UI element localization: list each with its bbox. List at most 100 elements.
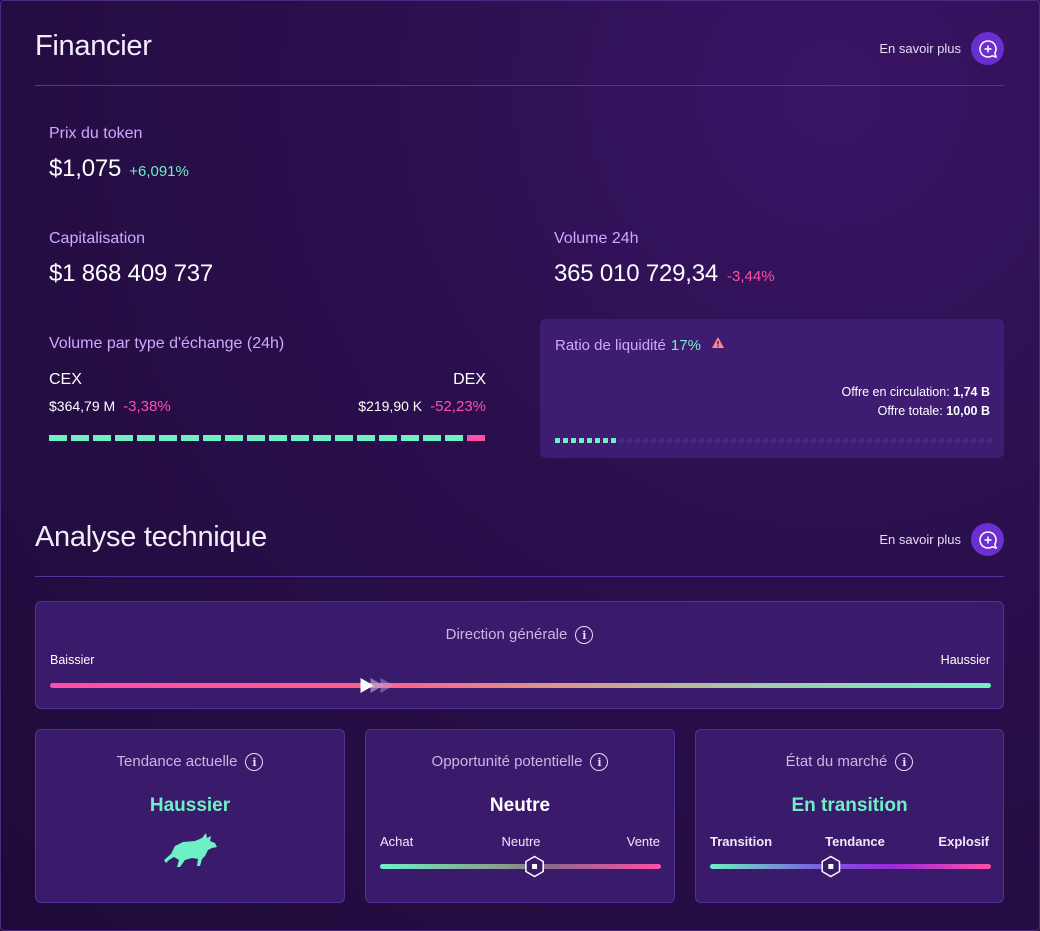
direction-label: Direction générale [445, 626, 568, 643]
cex-segment [313, 435, 331, 441]
financial-title: Financier [35, 30, 152, 62]
cex-change: -3,38% [123, 398, 171, 415]
liquidity-dot-empty [707, 438, 712, 443]
liquidity-dot-empty [691, 438, 696, 443]
direction-arrow-marker [370, 678, 384, 693]
dex-name: DEX [453, 371, 486, 388]
trend-value: Haussier [149, 795, 231, 816]
liquidity-dot-empty [819, 438, 824, 443]
market-state-value: En transition [791, 795, 908, 816]
cex-segment [291, 435, 309, 441]
cex-dex-share-bar [49, 435, 485, 441]
liquidity-dot-empty [875, 438, 880, 443]
liquidity-dot-empty [939, 438, 944, 443]
token-price-row: $1,075 +6,091% [49, 155, 189, 183]
liquidity-dot-filled [611, 438, 616, 443]
liquidity-card: Ratio de liquidité 17% Offre en circulat… [540, 319, 1004, 458]
trend-card: Tendance actuelle i Haussier [35, 729, 345, 903]
direction-title: Direction générale i [36, 626, 1003, 645]
opportunity-label: Opportunité potentielle [431, 753, 583, 770]
liquidity-dot-empty [667, 438, 672, 443]
market-state-title: État du marché i [696, 753, 1003, 772]
dex-change: -52,23% [430, 398, 486, 415]
opportunity-card: Opportunité potentielle i Neutre Achat Ne… [365, 729, 675, 903]
volume-24h-row: 365 010 729,34 -3,44% [554, 260, 775, 288]
liquidity-dot-empty [955, 438, 960, 443]
liquidity-dot-empty [867, 438, 872, 443]
technical-learn-more-button[interactable]: En savoir plus [879, 523, 1004, 556]
total-label: Offre totale: [877, 404, 943, 418]
warning-icon [711, 336, 725, 354]
gauge-handle-dot [532, 864, 538, 869]
info-icon[interactable]: i [575, 626, 594, 645]
dex-segment [467, 435, 485, 441]
opportunity-value: Neutre [489, 795, 551, 816]
liquidity-dot-filled [603, 438, 608, 443]
liquidity-dot-empty [843, 438, 848, 443]
liquidity-dot-empty [739, 438, 744, 443]
cex-segment [423, 435, 441, 441]
cex-segment [49, 435, 67, 441]
opportunity-middle-label: Neutre [501, 834, 541, 849]
liquidity-dot-empty [627, 438, 632, 443]
learn-more-label: En savoir plus [879, 532, 961, 547]
circulating-value: 1,74 B [953, 385, 990, 399]
cex-segment [115, 435, 133, 441]
liquidity-dot-filled [595, 438, 600, 443]
volume-24h-value: 365 010 729,34 [554, 260, 719, 287]
liquidity-dot-empty [731, 438, 736, 443]
market-state-left-label: Transition [710, 834, 773, 849]
opportunity-title: Opportunité potentielle i [366, 753, 674, 772]
chat-plus-icon [971, 32, 1004, 65]
market-state-label: État du marché [785, 753, 888, 770]
cex-segment [247, 435, 265, 441]
cex-segment [379, 435, 397, 441]
liquidity-dot-empty [675, 438, 680, 443]
financial-learn-more-button[interactable]: En savoir plus [879, 32, 1004, 65]
cex-value: $364,79 M [49, 398, 116, 414]
liquidity-dot-empty [907, 438, 912, 443]
liquidity-dot-filled [571, 438, 576, 443]
gauge-handle-dot [828, 864, 834, 869]
liquidity-dot-bar [555, 438, 992, 443]
dex-value: $219,90 K [358, 398, 423, 414]
cex-segment [203, 435, 221, 441]
liquidity-dot-empty [827, 438, 832, 443]
liquidity-dot-empty [891, 438, 896, 443]
cex-segment [225, 435, 243, 441]
liquidity-dot-empty [683, 438, 688, 443]
info-icon[interactable]: i [895, 753, 914, 772]
bull-icon [161, 830, 219, 875]
liquidity-dot-empty [643, 438, 648, 443]
dex-row: $219,90 K -52,23% [358, 398, 486, 415]
market-state-middle-label: Tendance [825, 834, 885, 849]
liquidity-header: Ratio de liquidité 17% [555, 336, 725, 354]
cex-segment [159, 435, 177, 441]
liquidity-dot-empty [963, 438, 968, 443]
liquidity-dot-empty [771, 438, 776, 443]
direction-card: Direction générale i Baissier Haussier [35, 601, 1004, 709]
liquidity-dot-empty [899, 438, 904, 443]
liquidity-dot-empty [915, 438, 920, 443]
liquidity-dot-filled [579, 438, 584, 443]
liquidity-ratio: 17% [670, 336, 701, 354]
cex-segment [93, 435, 111, 441]
learn-more-label: En savoir plus [879, 41, 961, 56]
liquidity-dot-empty [763, 438, 768, 443]
opportunity-gauge [380, 855, 661, 878]
direction-track [50, 683, 991, 688]
liquidity-dot-empty [699, 438, 704, 443]
cex-segment [357, 435, 375, 441]
trend-title: Tendance actuelle i [36, 753, 344, 772]
cex-name: CEX [49, 371, 82, 388]
info-icon[interactable]: i [590, 753, 609, 772]
info-icon[interactable]: i [245, 753, 264, 772]
technical-header: Analyse technique En savoir plus [35, 521, 1004, 577]
exchange-volume-label: Volume par type d'échange (24h) [49, 335, 285, 352]
liquidity-dot-empty [835, 438, 840, 443]
liquidity-dot-empty [715, 438, 720, 443]
market-state-right-label: Explosif [938, 834, 989, 849]
liquidity-dot-empty [987, 438, 992, 443]
trend-label: Tendance actuelle [116, 753, 238, 770]
cex-segment [401, 435, 419, 441]
